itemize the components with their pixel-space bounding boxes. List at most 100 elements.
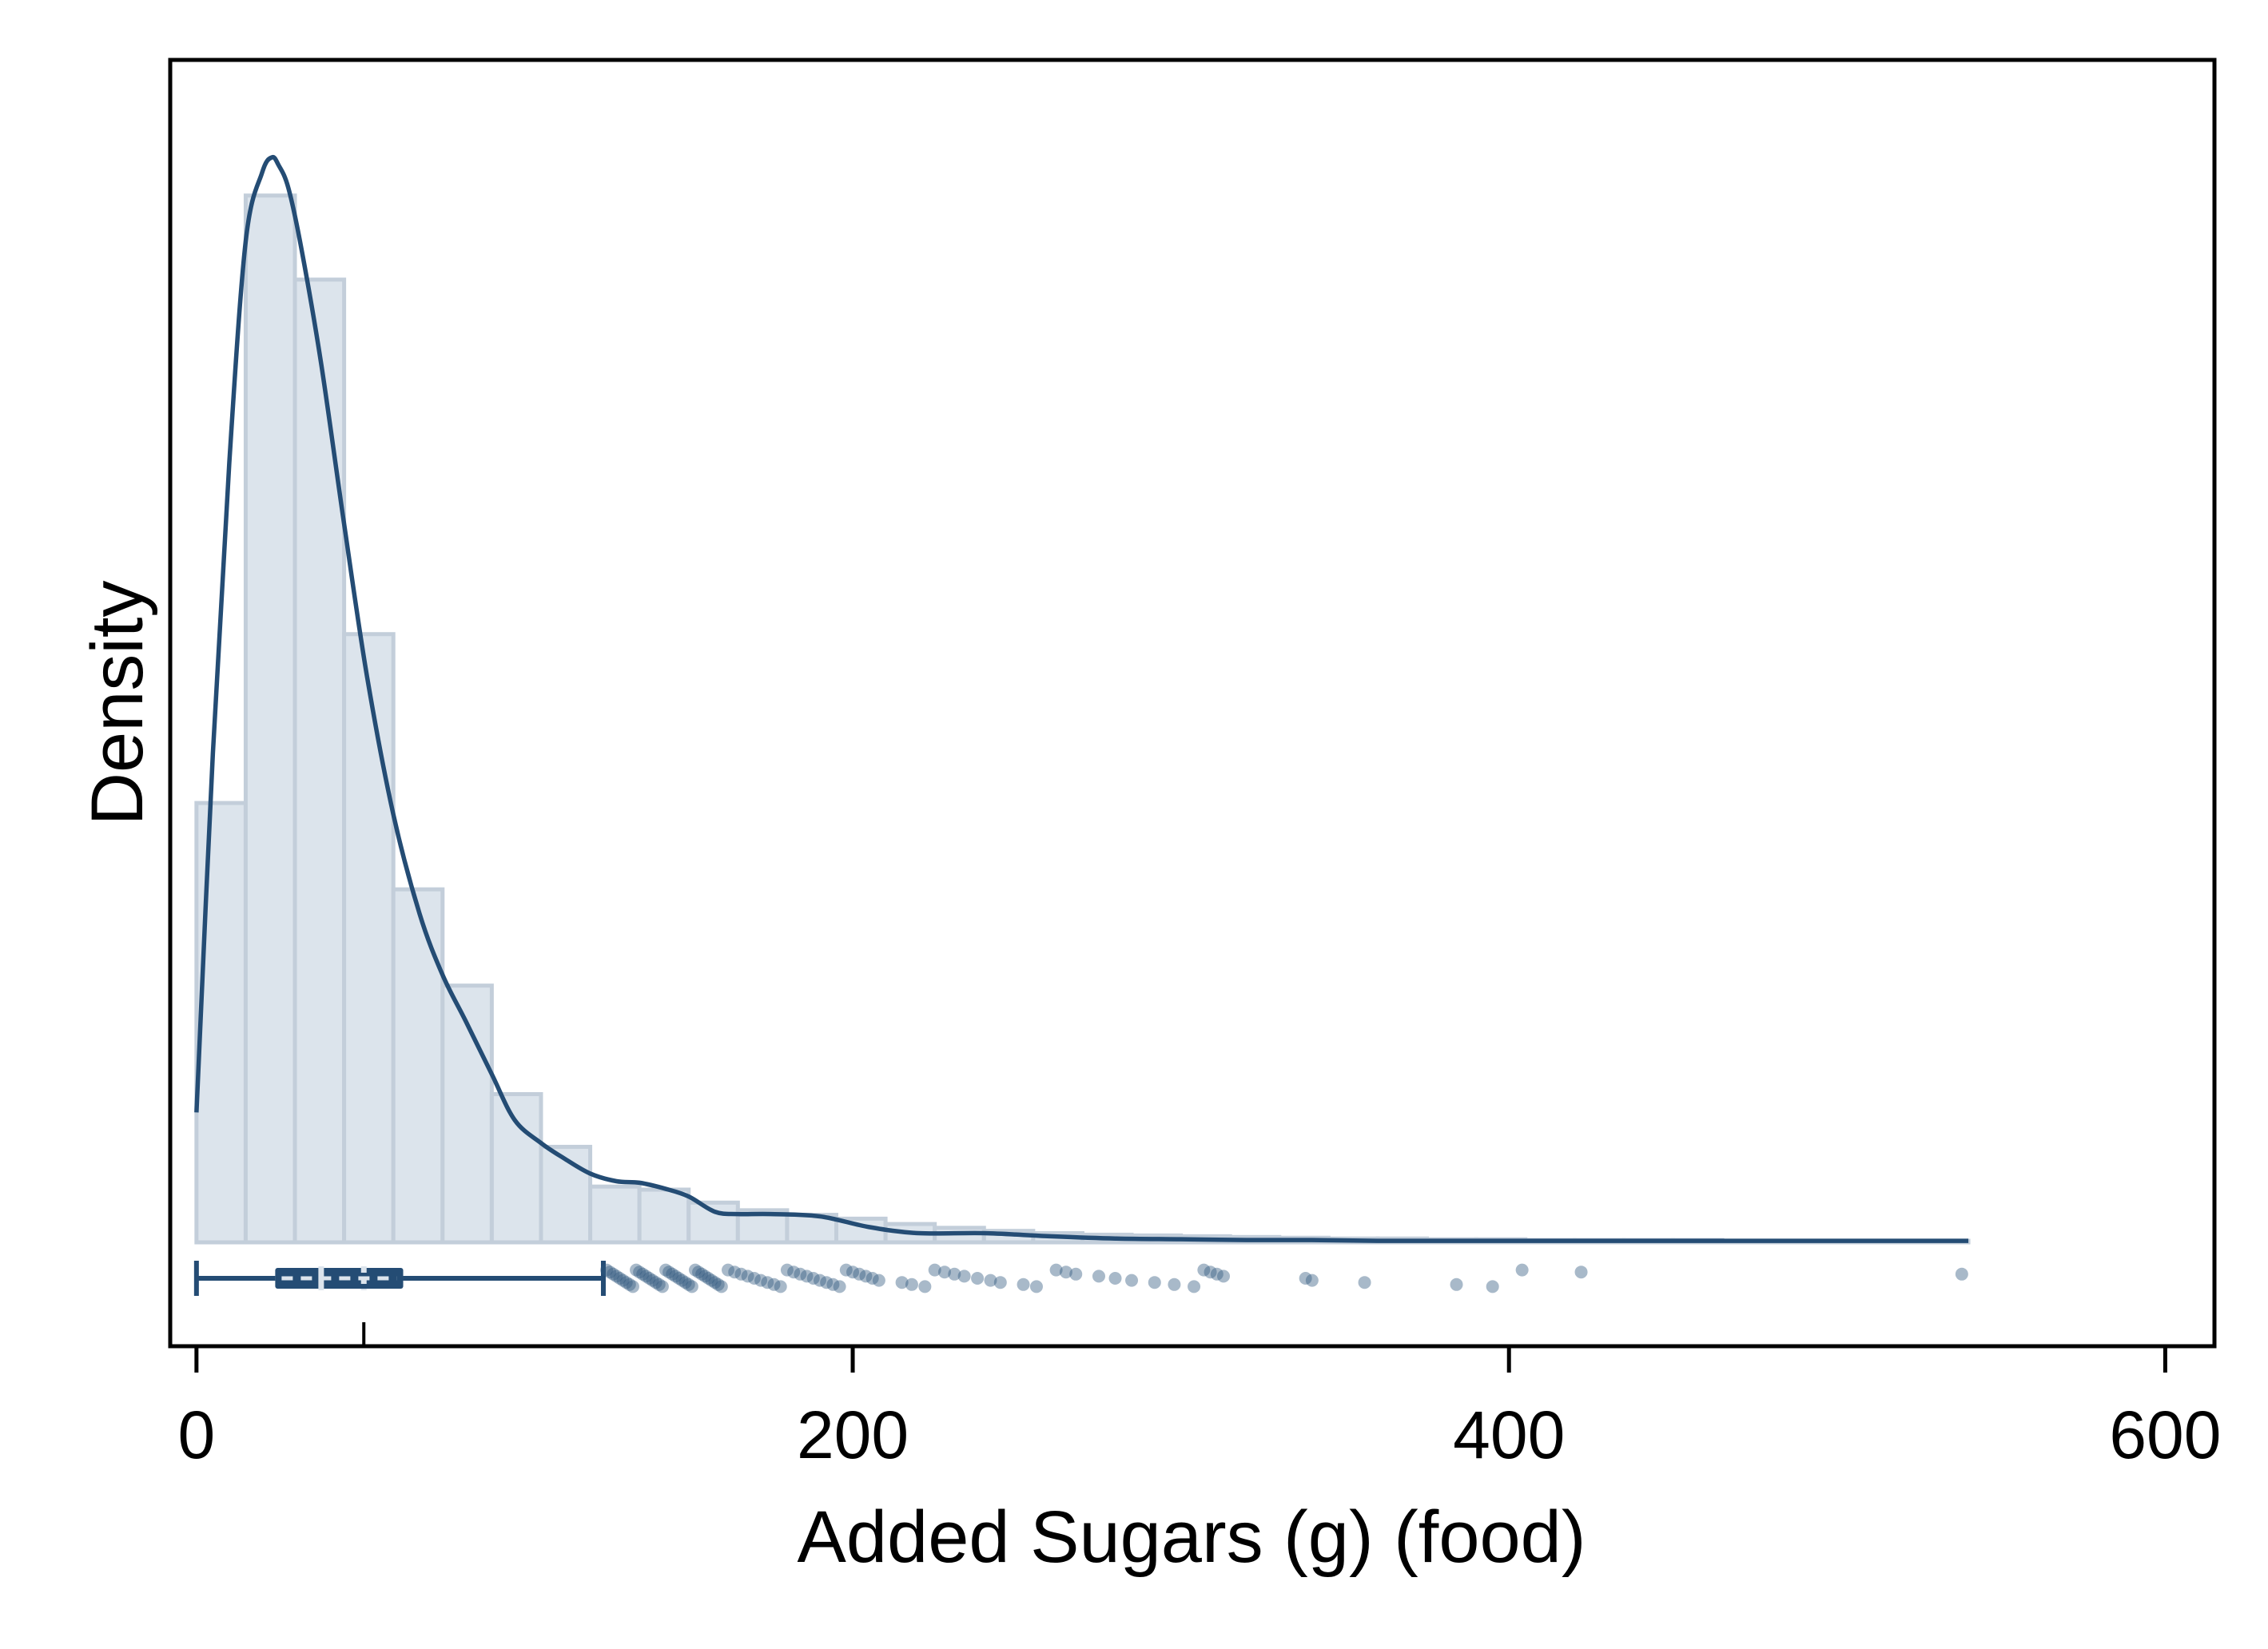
outlier-point [1358, 1276, 1371, 1289]
outlier-point [655, 1280, 669, 1293]
outlier-point [600, 1263, 614, 1277]
outlier-point [652, 1277, 666, 1291]
outlier-point [613, 1272, 627, 1285]
outlier-point [826, 1277, 840, 1291]
outlier-point [1210, 1267, 1224, 1281]
outlier-point [610, 1270, 623, 1283]
outlier-point [957, 1270, 971, 1283]
plot-frame [168, 58, 2217, 1349]
histogram-bar [243, 193, 297, 1245]
outlier-point [672, 1272, 686, 1285]
outlier-point [636, 1267, 650, 1281]
outlier-point [711, 1277, 725, 1291]
outlier-point [1092, 1270, 1105, 1283]
outlier-point [918, 1280, 932, 1293]
outlier-point [616, 1274, 630, 1287]
outlier-point [1299, 1272, 1312, 1285]
outlier-point [754, 1274, 768, 1287]
outlier-point [1486, 1280, 1499, 1293]
outlier-point [702, 1272, 715, 1285]
outlier-point [787, 1266, 801, 1279]
outlier-point [607, 1267, 620, 1281]
outlier-point [1017, 1277, 1030, 1291]
outlier-point [761, 1276, 774, 1289]
outlier-point [639, 1270, 653, 1283]
outlier-point [633, 1266, 647, 1279]
outlier-point [800, 1270, 814, 1283]
boxplot [193, 1261, 606, 1346]
outlier-point [626, 1280, 639, 1293]
histogram-bar [391, 887, 445, 1245]
outlier-point [1515, 1263, 1529, 1277]
outlier-point [688, 1263, 702, 1277]
histogram-bar [194, 801, 248, 1245]
histogram-bar [440, 983, 494, 1245]
outlier-point [1305, 1274, 1319, 1287]
outlier-point [1029, 1280, 1043, 1293]
outlier-point [853, 1267, 866, 1281]
outlier-point [1450, 1277, 1463, 1291]
outlier-point [1049, 1263, 1063, 1277]
outlier-point [1955, 1267, 1968, 1281]
outlier-point [839, 1263, 853, 1277]
outlier-point [1217, 1270, 1231, 1283]
outlier-point [695, 1267, 709, 1281]
outlier-point [833, 1280, 846, 1293]
outlier-point [948, 1267, 961, 1281]
outlier-point [820, 1276, 834, 1289]
x-axis: 0 200 400 600 [177, 1346, 2221, 1472]
outlier-point [1059, 1266, 1072, 1279]
outlier-point [1574, 1266, 1588, 1279]
x-tick-label: 0 [177, 1397, 215, 1472]
outlier-point [865, 1272, 879, 1285]
outlier-point [938, 1266, 952, 1279]
outlier-point [1188, 1280, 1201, 1293]
outlier-point [705, 1274, 718, 1287]
outlier-point [666, 1267, 679, 1281]
outlier-point [984, 1274, 997, 1287]
outlier-point [859, 1270, 873, 1283]
histogram-bar [489, 1091, 543, 1245]
histogram-bar [539, 1144, 593, 1245]
histogram-bar [637, 1187, 691, 1245]
outlier-point [685, 1280, 698, 1293]
outlier-point [669, 1270, 682, 1283]
outlier-point [722, 1263, 735, 1277]
outlier-point [1168, 1277, 1181, 1291]
x-tick-label: 400 [1453, 1397, 1565, 1472]
outlier-point [1204, 1266, 1217, 1279]
outlier-point [708, 1276, 722, 1289]
outlier-point [993, 1276, 1007, 1289]
histogram-bar [588, 1184, 642, 1245]
outlier-point [698, 1270, 712, 1283]
outlier-point [643, 1272, 656, 1285]
outlier-point [806, 1272, 820, 1285]
histogram-bar [292, 277, 347, 1245]
histogram-bar [686, 1200, 740, 1245]
y-axis-label: Density [77, 581, 158, 826]
outlier-point [682, 1277, 695, 1291]
outlier-point [619, 1276, 633, 1289]
outlier-point [1108, 1272, 1122, 1285]
outlier-point [1197, 1263, 1211, 1277]
outlier-point [1148, 1276, 1161, 1289]
outlier-point [734, 1267, 748, 1281]
outlier-point [662, 1266, 676, 1279]
outlier-point [794, 1267, 807, 1281]
density-curve [194, 154, 1969, 1243]
outlier-point [971, 1272, 985, 1285]
outlier-point [649, 1276, 662, 1289]
outlier-point [928, 1263, 941, 1277]
x-axis-label: Added Sugars (g) (food) [798, 1496, 1586, 1578]
outlier-point [728, 1266, 742, 1279]
outlier-point [675, 1274, 689, 1287]
x-tick-label: 600 [2109, 1397, 2221, 1472]
outlier-point [630, 1263, 643, 1277]
outlier-point [646, 1274, 659, 1287]
outlier-point [767, 1277, 781, 1291]
outlier-point [895, 1276, 909, 1289]
histogram-bar [342, 632, 396, 1245]
outlier-point [774, 1280, 787, 1293]
outlier-point [692, 1266, 706, 1279]
